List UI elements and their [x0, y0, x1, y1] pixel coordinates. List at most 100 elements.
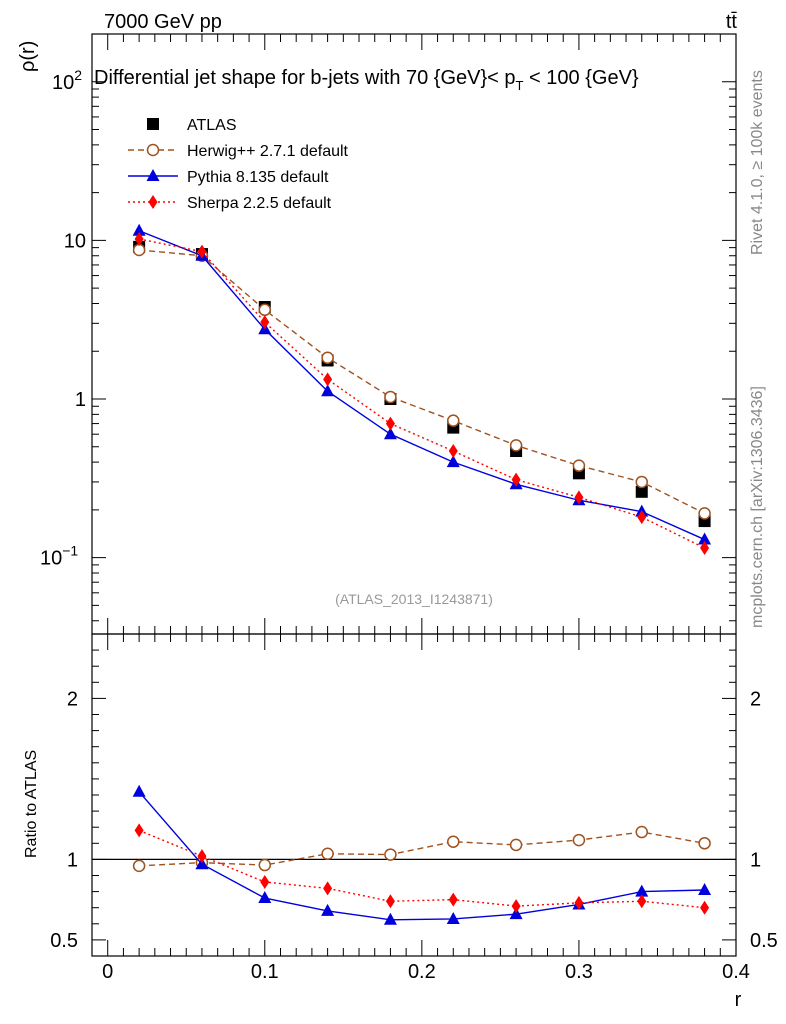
series-ratio-point-sherpa-2-2-5-default — [134, 823, 144, 838]
series-main-point-sherpa-2-2-5-default — [385, 416, 395, 431]
series-main-point-sherpa-2-2-5-default — [511, 472, 521, 487]
series-ratio-point-sherpa-2-2-5-default — [700, 900, 710, 915]
series-ratio-point-sherpa-2-2-5-default — [511, 899, 521, 914]
series-ratio-point-herwig-2-7-1-default — [572, 833, 586, 847]
series-ratio-point-pythia-8-135-default — [383, 912, 397, 925]
analysis-watermark: (ATLAS_2013_I1243871) — [335, 591, 493, 607]
series-main-point-pythia-8-135-default — [446, 455, 460, 468]
series-ratio-point-pythia-8-135-default — [132, 784, 146, 797]
series-main-point-herwig-2-7-1-default — [447, 414, 460, 427]
series-main-point-herwig-2-7-1-default — [509, 439, 523, 452]
chart-title-subscript: T — [516, 78, 524, 93]
series-ratio-point-sherpa-2-2-5-default — [637, 894, 647, 909]
main-y-tick-label: 10−1 — [40, 543, 78, 570]
x-tick-label: 0 — [102, 961, 113, 983]
main-series-group — [132, 223, 712, 555]
series-main-point-pythia-8-135-default — [383, 427, 397, 440]
series-ratio-point-pythia-8-135-default — [698, 882, 712, 895]
ratio-y-tick-label-right: 0.5 — [750, 930, 778, 952]
series-ratio-point-herwig-2-7-1-default — [509, 838, 523, 852]
series-ratio-point-herwig-2-7-1-default — [698, 837, 711, 850]
series-ratio-point-herwig-2-7-1-default — [384, 848, 397, 861]
legend-label-herwig-2-7-1-default: Herwig++ 2.7.1 default — [187, 143, 349, 160]
series-main-point-pythia-8-135-default — [698, 532, 712, 545]
legend-label-pythia-8-135-default: Pythia 8.135 default — [187, 169, 329, 186]
series-ratio-point-herwig-2-7-1-default — [132, 859, 146, 873]
series-main-line-sherpa-2-2-5-default — [138, 238, 705, 549]
main-y-tick-label: 1 — [75, 389, 86, 411]
legend-label-sherpa-2-2-5-default: Sherpa 2.2.5 default — [187, 195, 332, 212]
series-main-point-sherpa-2-2-5-default — [197, 244, 207, 259]
main-y-tick-label: 10 — [64, 230, 86, 252]
x-tick-label: 0.4 — [722, 961, 750, 983]
ratio-y-tick-label: 0.5 — [50, 930, 78, 952]
series-main-point-herwig-2-7-1-default — [384, 390, 397, 404]
legend: ATLAS Herwig++ 2.7.1 default Pythia 8.135 … — [128, 117, 349, 212]
legend-marker-pythia-8-135-default — [146, 169, 160, 181]
series-main-line-herwig-2-7-1-default — [139, 249, 705, 515]
rivet-version-label: Rivet 4.1.0, ≥ 100k events — [749, 70, 766, 255]
ratio-series-group — [132, 784, 712, 925]
x-tick-label: 0.3 — [565, 961, 593, 983]
series-ratio-point-sherpa-2-2-5-default — [574, 895, 584, 910]
series-main-point-atlas — [635, 485, 648, 498]
series-ratio-point-sherpa-2-2-5-default — [197, 849, 207, 864]
ratio-y-tick-label-right: 2 — [750, 688, 761, 710]
series-ratio-line-sherpa-2-2-5-default — [138, 829, 705, 909]
series-ratio-point-sherpa-2-2-5-default — [385, 894, 395, 909]
main-axes: 102 10 1 10−1 — [40, 33, 737, 634]
series-main-point-pythia-8-135-default — [321, 384, 335, 397]
series-ratio-point-herwig-2-7-1-default — [321, 847, 334, 861]
series-main-point-herwig-2-7-1-default — [258, 303, 272, 317]
series-ratio-point-pythia-8-135-default — [509, 907, 523, 920]
series-ratio-line-herwig-2-7-1-default — [139, 831, 705, 867]
series-main-point-herwig-2-7-1-default — [132, 243, 146, 257]
energy-label: 7000 GeV pp — [104, 11, 222, 33]
series-main-point-sherpa-2-2-5-default — [134, 232, 144, 247]
series-main-point-sherpa-2-2-5-default — [700, 540, 710, 555]
series-ratio-point-sherpa-2-2-5-default — [448, 892, 458, 907]
series-ratio-point-herwig-2-7-1-default — [447, 835, 460, 848]
series-main-point-sherpa-2-2-5-default — [323, 372, 333, 387]
ratio-y-tick-label: 2 — [67, 688, 78, 710]
legend-label-atlas: ATLAS — [187, 117, 237, 134]
series-ratio-point-pythia-8-135-default — [258, 891, 272, 904]
series-ratio-point-herwig-2-7-1-default — [258, 858, 272, 872]
series-ratio-point-pythia-8-135-default — [195, 857, 209, 870]
series-main-point-sherpa-2-2-5-default — [637, 510, 647, 525]
ratio-panel-frame — [91, 633, 737, 957]
legend-marker-herwig-2-7-1-default — [146, 143, 160, 157]
series-main-point-herwig-2-7-1-default — [635, 475, 649, 489]
x-tick-label: 0.2 — [408, 961, 436, 983]
chart-title: Differential jet shape for b-jets with 7… — [94, 67, 639, 93]
chart-title-tail: < 100 {GeV} — [524, 67, 639, 89]
series-main-point-sherpa-2-2-5-default — [574, 490, 584, 505]
x-tick-label: 0.1 — [251, 961, 279, 983]
chart-title-main: Differential jet shape for b-jets with 7… — [94, 67, 516, 89]
series-main-point-sherpa-2-2-5-default — [260, 315, 270, 330]
main-y-axis-label: ρ(r) — [17, 41, 39, 72]
series-ratio-point-sherpa-2-2-5-default — [323, 881, 333, 896]
ratio-y-axis-label: Ratio to ATLAS — [23, 750, 40, 858]
series-main-point-sherpa-2-2-5-default — [448, 444, 458, 459]
series-ratio-point-pythia-8-135-default — [321, 903, 335, 916]
series-main-line-pythia-8-135-default — [138, 230, 705, 541]
series-ratio-point-sherpa-2-2-5-default — [260, 874, 270, 889]
series-main-point-pythia-8-135-default — [132, 223, 146, 236]
series-main-point-herwig-2-7-1-default — [698, 507, 711, 520]
series-ratio-point-herwig-2-7-1-default — [635, 825, 649, 839]
ratio-axes: 0 0.1 0.2 0.3 0.4 2 2 1 1 0.5 0.5 — [50, 633, 778, 983]
main-y-tick-label: 102 — [52, 67, 82, 94]
legend-marker-sherpa-2-2-5-default — [148, 195, 158, 209]
series-ratio-line-pythia-8-135-default — [138, 791, 705, 921]
legend-marker-atlas — [147, 118, 159, 130]
mcplots-source-label: mcplots.cern.ch [arXiv:1306.3436] — [749, 386, 766, 628]
ratio-y-tick-label-right: 1 — [750, 849, 761, 871]
process-label: tt̄ — [726, 11, 738, 33]
series-ratio-point-pythia-8-135-default — [635, 884, 649, 897]
series-main-point-herwig-2-7-1-default — [572, 459, 586, 472]
series-ratio-point-pythia-8-135-default — [446, 911, 460, 924]
x-axis-label: r — [735, 989, 742, 1011]
ratio-y-tick-label: 1 — [67, 849, 78, 871]
